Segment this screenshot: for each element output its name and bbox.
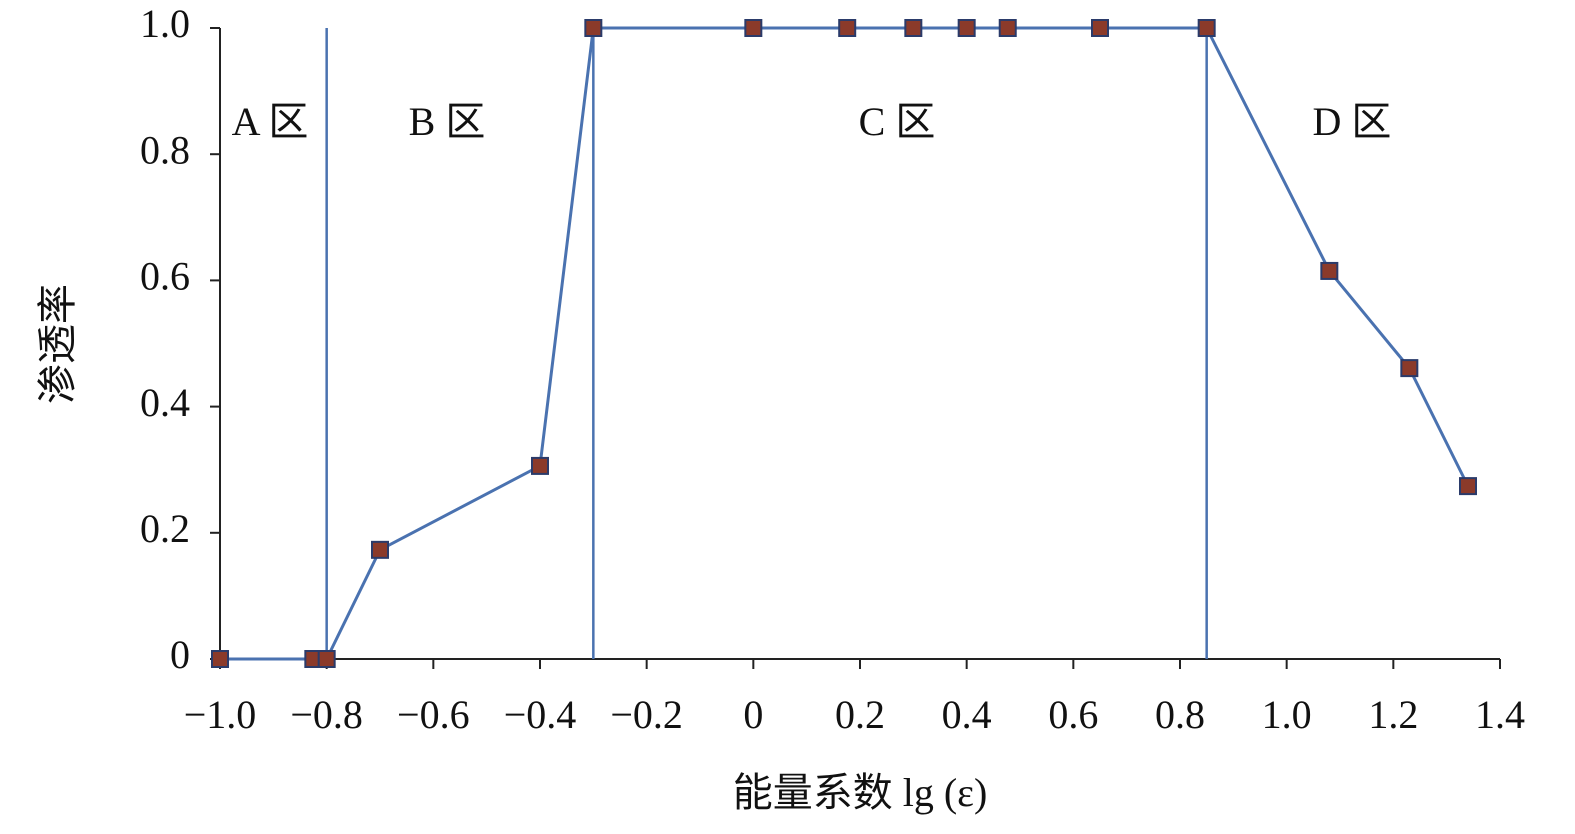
x-tick-label: 1.2 — [1368, 692, 1418, 737]
y-axis-title: 渗透率 — [35, 284, 80, 404]
data-line — [220, 26, 1470, 661]
y-tick-label: 1.0 — [140, 1, 190, 46]
data-point — [838, 19, 857, 37]
data-point — [531, 456, 549, 475]
zone-label: D 区 — [1313, 99, 1392, 144]
x-axis-title: 能量系数 lg (ε) — [733, 770, 988, 815]
x-tick-label: 0.4 — [942, 692, 992, 737]
x-tick-label: 0 — [743, 692, 763, 737]
y-tick-label: 0 — [170, 632, 190, 677]
data-point — [371, 540, 389, 559]
data-point — [904, 19, 923, 37]
data-point — [957, 19, 976, 37]
x-tick-label: 0.8 — [1155, 692, 1205, 737]
y-tick-label: 0.8 — [140, 127, 190, 172]
y-tick-label: 0.6 — [140, 254, 190, 299]
x-tick-label: −0.6 — [397, 692, 470, 737]
x-tick-label: 0.2 — [835, 692, 885, 737]
data-point — [1459, 477, 1477, 496]
data-point — [1320, 261, 1339, 280]
zone-label: A 区 — [232, 99, 309, 144]
data-point — [317, 650, 336, 668]
data-point — [584, 19, 603, 37]
x-tick-label: 1.4 — [1475, 692, 1525, 737]
data-point — [744, 19, 763, 37]
data-point — [998, 19, 1017, 37]
x-tick-label: −0.2 — [610, 692, 683, 737]
x-tick-label: −0.8 — [290, 692, 363, 737]
data-point — [1197, 19, 1216, 37]
x-tick-label: −0.4 — [504, 692, 577, 737]
x-tick-label: −1.0 — [184, 692, 257, 737]
data-point — [1091, 19, 1109, 37]
zone-label: B 区 — [409, 99, 486, 144]
x-tick-label: 1.0 — [1262, 692, 1312, 737]
y-tick-label: 0.2 — [140, 506, 190, 551]
x-tick-label: 0.6 — [1048, 692, 1098, 737]
zone-label: C 区 — [859, 99, 936, 144]
data-point — [211, 650, 229, 668]
data-point — [1400, 359, 1419, 378]
y-tick-label: 0.4 — [140, 380, 190, 425]
